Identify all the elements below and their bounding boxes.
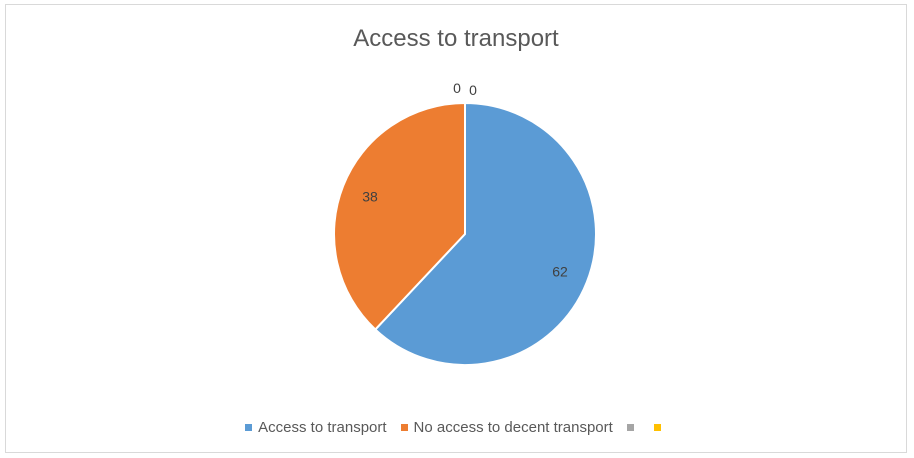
data-label-3: 0 xyxy=(469,82,477,98)
legend-swatch-3 xyxy=(626,424,634,431)
legend-label-no-access: No access to decent transport xyxy=(413,419,613,436)
chart-title: Access to transport xyxy=(353,25,559,52)
legend-swatch-no-access xyxy=(400,424,408,431)
legend-item-4 xyxy=(653,424,667,431)
legend-item-no-access: No access to decent transport xyxy=(400,419,613,436)
pie-slice-0 xyxy=(373,101,597,366)
chart-frame: Access to transport 62 38 0 0 Access to tra… xyxy=(5,4,907,453)
legend-swatch-access xyxy=(245,424,253,431)
legend-item-3 xyxy=(626,424,640,431)
data-label-2: 0 xyxy=(453,80,461,96)
legend: Access to transport No access to decent … xyxy=(6,419,906,436)
pie-slice-1 xyxy=(333,101,466,331)
legend-swatch-4 xyxy=(653,424,661,431)
pie-chart: 62 38 0 0 xyxy=(333,80,597,366)
data-label-1: 38 xyxy=(362,188,378,204)
legend-label-access: Access to transport xyxy=(258,419,387,436)
data-label-0: 62 xyxy=(552,264,568,280)
legend-item-access: Access to transport xyxy=(245,419,387,436)
